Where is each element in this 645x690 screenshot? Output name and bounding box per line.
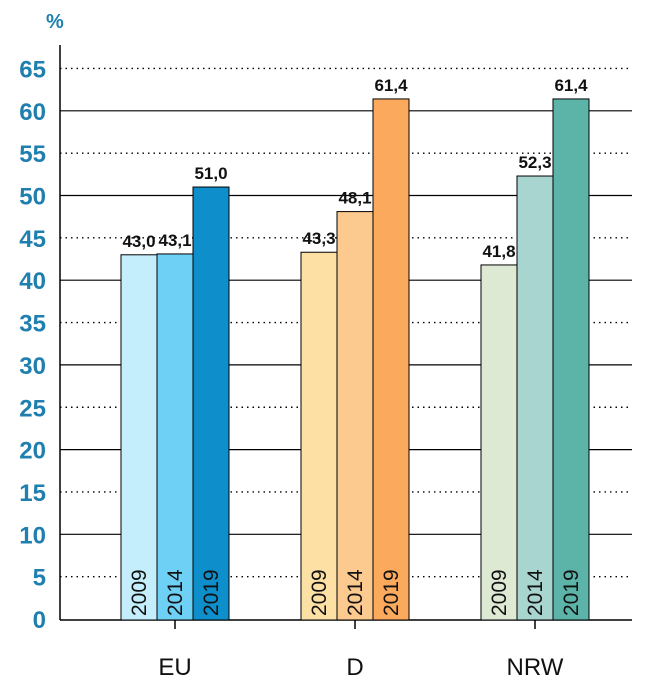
- year-label: 2014: [524, 569, 547, 616]
- y-tick-label: 50: [19, 184, 46, 211]
- bar-group-d: 43,3 2009 48,1 2014 61,4 2019 D: [300, 76, 410, 681]
- year-label: 2009: [308, 569, 331, 616]
- bar-groups: 43,0 2009 43,1 2014 51,0 2019 EU 43,3 2009 48,1 20…: [120, 76, 590, 681]
- y-axis-unit-label: %: [46, 11, 64, 33]
- y-tick-label: 0: [33, 607, 46, 634]
- y-tick-label: 55: [19, 141, 46, 168]
- y-tick-label: 20: [19, 438, 46, 465]
- year-label: 2019: [380, 569, 403, 616]
- bar-nrw-2014: [516, 175, 554, 621]
- value-label: 51,0: [194, 164, 227, 183]
- value-label: 43,1: [158, 231, 191, 250]
- value-label: 43,0: [122, 232, 155, 251]
- bar-eu-2019: [192, 186, 230, 621]
- year-label: 2014: [344, 569, 367, 616]
- y-tick-label: 40: [19, 268, 46, 295]
- year-label: 2009: [488, 569, 511, 616]
- bar-group-nrw: 41,8 2009 52,3 2014 61,4 2019 NRW: [480, 76, 590, 681]
- y-tick-label: 25: [19, 395, 46, 422]
- y-tick-label: 10: [19, 522, 46, 549]
- y-tick-label: 65: [19, 56, 46, 83]
- value-label: 61,4: [374, 76, 408, 95]
- y-tick-label: 45: [19, 226, 46, 253]
- value-label: 48,1: [338, 189, 371, 208]
- year-label: 2019: [560, 569, 583, 616]
- category-label: EU: [158, 654, 191, 681]
- bar-eu-2009: [120, 254, 158, 621]
- y-tick-label: 60: [19, 99, 46, 126]
- bar-eu-2014: [156, 253, 194, 621]
- y-axis-ticks: 0 5 10 15 20 25 30 35 40 45 50 55 60 65: [19, 56, 46, 634]
- bar-nrw-2019: [552, 98, 590, 621]
- bar-d-2014: [336, 211, 374, 621]
- bar-group-eu: 43,0 2009 43,1 2014 51,0 2019 EU: [120, 164, 230, 681]
- y-tick-label: 5: [33, 565, 46, 592]
- year-label: 2019: [200, 569, 223, 616]
- value-label: 43,3: [302, 229, 335, 248]
- bar-d-2019: [372, 98, 410, 621]
- category-label: D: [346, 654, 363, 681]
- bar-nrw-2009: [480, 264, 518, 621]
- value-label: 41,8: [482, 242, 515, 261]
- year-label: 2009: [128, 569, 151, 616]
- value-label: 61,4: [554, 76, 588, 95]
- category-label: NRW: [507, 654, 564, 681]
- y-tick-label: 35: [19, 311, 46, 338]
- value-label: 52,3: [518, 153, 551, 172]
- y-tick-label: 30: [19, 353, 46, 380]
- y-tick-label: 15: [19, 480, 46, 507]
- year-label: 2014: [164, 569, 187, 616]
- bar-d-2009: [300, 251, 338, 621]
